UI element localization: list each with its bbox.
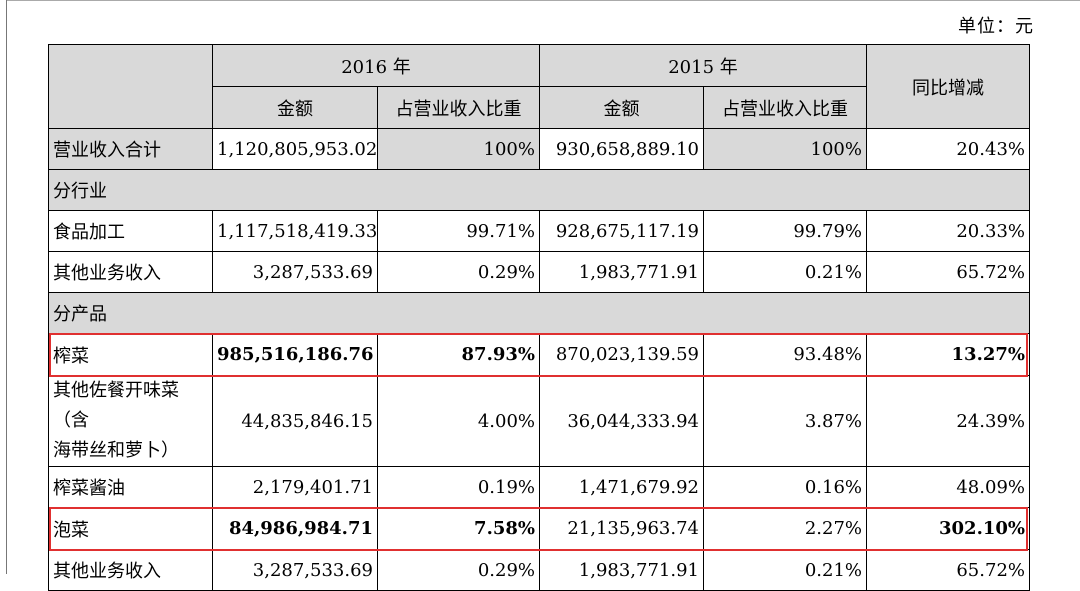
header-ratio-2015: 占营业收入比重 [703,86,867,129]
yoy-change: 65.72% [866,549,1030,591]
row-label-line1: 其他佐餐开味菜（含 [53,380,179,431]
amount-2015: 36,044,333.94 [539,375,704,467]
amount-2016: 2,179,401.71 [212,466,378,508]
ratio-2016: 7.58% [377,507,540,550]
amount-2016: 1,117,518,419.33 [212,210,378,252]
row-label: 其他业务收入 [48,251,213,293]
amount-2016: 44,835,846.15 [212,375,378,467]
header-amount-2016: 金额 [212,86,378,129]
ratio-2016: 4.00% [377,375,540,467]
amount-2015: 21,135,963.74 [539,507,704,550]
table-row-total: 营业收入合计 1,120,805,953.02 100% 930,658,889… [48,128,1030,170]
row-label: 食品加工 [48,210,213,252]
ratio-2016: 100% [377,128,540,170]
row-label: 榨菜酱油 [48,466,213,508]
section-label: 分产品 [48,292,1030,334]
section-row-industry: 分行业 [48,169,1030,211]
yoy-change: 20.33% [866,210,1030,252]
table-row-food: 食品加工 1,117,518,419.33 99.71% 928,675,117… [48,210,1030,252]
ratio-2015: 100% [703,128,867,170]
amount-2015: 930,658,889.10 [539,128,704,170]
yoy-change: 48.09% [866,466,1030,508]
ratio-2015: 0.16% [703,466,867,508]
page-top-border [6,0,1080,1]
header-amount-2015: 金额 [539,86,704,129]
amount-2016: 3,287,533.69 [212,251,378,293]
yoy-change: 24.39% [866,375,1030,467]
ratio-2015: 0.21% [703,549,867,591]
row-label-line2: 海带丝和萝卜） [53,440,179,461]
row-label: 泡菜 [48,507,213,550]
yoy-change: 13.27% [866,333,1030,376]
amount-2015: 1,983,771.91 [539,251,704,293]
header-row-columns: 金额 占营业收入比重 金额 占营业收入比重 [49,86,1030,129]
page-left-border [6,0,7,574]
revenue-table: 2016 年 2015 年 同比增减 金额 占营业收入比重 金额 占营业收入比重… [48,44,1030,591]
header-row-years: 2016 年 2015 年 同比增减 [48,44,1030,129]
unit-label: 单位：元 [958,16,1034,37]
header-ratio-2016: 占营业收入比重 [377,86,540,129]
table-row-other-industry: 其他业务收入 3,287,533.69 0.29% 1,983,771.91 0… [48,251,1030,293]
amount-2015: 870,023,139.59 [539,333,704,376]
row-label: 其他业务收入 [48,549,213,591]
yoy-change: 302.10% [866,507,1030,550]
ratio-2015: 2.27% [703,507,867,550]
table-row-zhacai: 榨菜 985,516,186.76 87.93% 870,023,139.59 … [48,333,1030,376]
ratio-2016: 0.29% [377,549,540,591]
amount-2015: 928,675,117.19 [539,210,704,252]
section-label: 分行业 [48,169,1030,211]
ratio-2016: 0.29% [377,251,540,293]
amount-2016: 985,516,186.76 [212,333,378,376]
amount-2015: 1,471,679.92 [539,466,704,508]
table-row-other-product: 其他业务收入 3,287,533.69 0.29% 1,983,771.91 0… [48,549,1030,591]
ratio-2015: 99.79% [703,210,867,252]
header-year-2015: 2015 年 [539,44,867,87]
yoy-change: 20.43% [866,128,1030,170]
row-label: 榨菜 [48,333,213,376]
amount-2016: 84,986,984.71 [212,507,378,550]
ratio-2016: 99.71% [377,210,540,252]
table-row-side-dishes: 其他佐餐开味菜（含 海带丝和萝卜） 44,835,846.15 4.00% 36… [48,375,1030,467]
ratio-2015: 0.21% [703,251,867,293]
section-row-product: 分产品 [48,292,1030,334]
table-row-paocai: 泡菜 84,986,984.71 7.58% 21,135,963.74 2.2… [48,507,1030,550]
row-label: 营业收入合计 [48,128,213,170]
ratio-2016: 0.19% [377,466,540,508]
header-corner-cell [48,44,213,129]
ratio-2015: 93.48% [703,333,867,376]
row-label: 其他佐餐开味菜（含 海带丝和萝卜） [48,375,213,467]
header-year-2016: 2016 年 [212,44,540,87]
ratio-2015: 3.87% [703,375,867,467]
yoy-change: 65.72% [866,251,1030,293]
table-row-soy-sauce: 榨菜酱油 2,179,401.71 0.19% 1,471,679.92 0.1… [48,466,1030,508]
header-yoy: 同比增减 [866,44,1030,129]
amount-2016: 3,287,533.69 [212,549,378,591]
ratio-2016: 87.93% [377,333,540,376]
amount-2016: 1,120,805,953.02 [212,128,378,170]
amount-2015: 1,983,771.91 [539,549,704,591]
